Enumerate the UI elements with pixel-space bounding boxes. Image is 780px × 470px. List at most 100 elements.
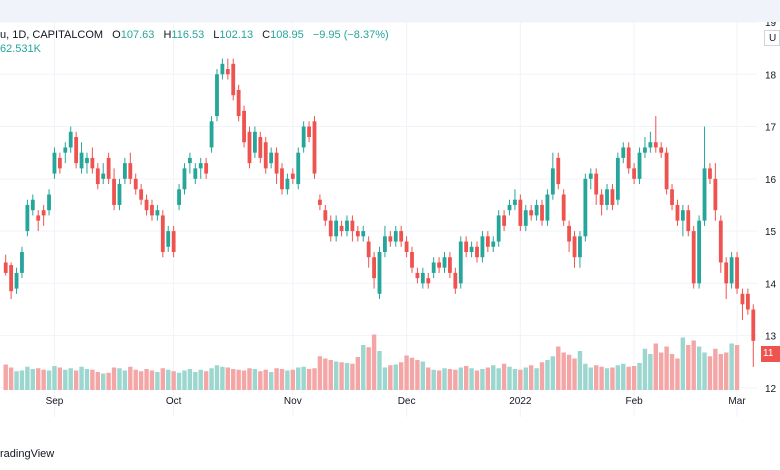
volume-bar: [637, 363, 641, 390]
volume-bar: [372, 335, 376, 391]
candle-body: [491, 242, 495, 247]
candle-body: [600, 195, 604, 205]
price-axis[interactable]: 19 18 17 16 15 14 13 12: [765, 22, 777, 395]
volume-bar: [459, 368, 463, 391]
volume-bar: [20, 371, 24, 391]
candle-body: [518, 200, 522, 226]
volume-bar: [150, 371, 154, 391]
candle-body: [475, 247, 479, 257]
volume-bar: [144, 369, 148, 390]
candle-layer: [4, 59, 755, 367]
volume-bar: [377, 351, 381, 390]
candle-body: [318, 200, 322, 205]
chart-area[interactable]: 19 18 17 16 15 14 13 12 Sep Oct Nov Dec 2022 Feb Mar: [0, 22, 780, 440]
high-value: 116.53: [171, 29, 204, 41]
volume-bar: [529, 365, 533, 390]
price-tick-label: 16: [765, 175, 777, 186]
volume-bar: [236, 370, 240, 390]
volume-bar: [670, 354, 674, 390]
volume-bar: [654, 344, 658, 391]
price-tick-label: 19: [765, 22, 777, 29]
volume-bar: [708, 356, 712, 390]
candle-body: [589, 174, 593, 179]
candle-body: [556, 158, 560, 184]
candle-body: [172, 231, 176, 252]
footer: radingView: [0, 440, 780, 470]
volume-bar: [350, 364, 354, 390]
unit-selector[interactable]: U: [764, 30, 780, 46]
candle-body: [578, 236, 582, 257]
top-strip: [0, 0, 780, 22]
price-tick-label: 18: [765, 70, 777, 81]
candle-body: [329, 221, 333, 237]
volume-bar: [388, 365, 392, 390]
volume-bar: [551, 356, 555, 390]
price-chart[interactable]: 19 18 17 16 15 14 13 12 Sep Oct Nov Dec 2022 Feb Mar: [0, 22, 780, 440]
volume-bar: [264, 370, 268, 390]
candle-body: [659, 147, 663, 152]
price-tick-label: 14: [765, 279, 777, 290]
volume-bar: [231, 369, 235, 390]
time-tick-label: Dec: [398, 396, 416, 407]
candle-body: [692, 231, 696, 283]
candle-body: [540, 205, 544, 221]
volume-bar: [502, 364, 506, 390]
volume-bar: [589, 368, 593, 391]
volume-bar: [117, 368, 121, 390]
candle-body: [361, 231, 365, 236]
candle-body: [573, 236, 577, 257]
candle-body: [448, 257, 452, 273]
candle-body: [183, 168, 187, 189]
candle-body: [123, 163, 127, 179]
volume-bar: [605, 368, 609, 390]
candle-body: [74, 137, 78, 163]
time-axis[interactable]: Sep Oct Nov Dec 2022 Feb Mar: [46, 396, 747, 407]
candle-body: [128, 163, 132, 179]
candle-body: [724, 262, 728, 283]
volume-bar: [469, 368, 473, 390]
symbol-name[interactable]: u, 1D, CAPITALCOM: [0, 29, 103, 41]
volume-bar: [513, 369, 517, 390]
candle-body: [730, 257, 734, 283]
candle-body: [686, 210, 690, 231]
candle-body: [193, 168, 197, 178]
volume-bar: [139, 371, 143, 390]
volume-bar: [58, 368, 62, 391]
candle-body: [453, 273, 457, 289]
candle-body: [524, 210, 528, 226]
volume-bar: [323, 359, 327, 391]
candle-body: [220, 64, 224, 74]
time-tick-label: Feb: [625, 396, 643, 407]
symbol-legend: u, 1D, CAPITALCOM O107.63 H116.53 L102.1…: [0, 28, 389, 43]
time-tick-label: 2022: [509, 396, 532, 407]
volume-bar: [431, 370, 435, 390]
volume-bar: [567, 355, 571, 390]
volume-bar: [496, 368, 500, 390]
volume-bar: [659, 353, 663, 391]
candle-body: [416, 273, 420, 278]
candle-body: [150, 205, 154, 215]
volume-bar: [421, 362, 425, 391]
volume-bar: [339, 362, 343, 390]
brand-label[interactable]: radingView: [0, 448, 54, 460]
volume-bar: [63, 370, 67, 390]
candle-body: [53, 153, 57, 174]
candle-body: [351, 221, 355, 231]
volume-bar: [415, 360, 419, 390]
volume-bar: [540, 362, 544, 390]
volume-bar: [166, 370, 170, 390]
volume-bar: [4, 365, 8, 391]
current-price-tag: 11: [761, 346, 780, 362]
candle-body: [551, 168, 555, 194]
volume-bar: [101, 374, 105, 391]
volume-bar: [572, 359, 576, 391]
low-value: 102.13: [219, 29, 253, 41]
candle-body: [226, 69, 230, 74]
time-tick-label: Nov: [284, 396, 302, 407]
candle-body: [340, 226, 344, 231]
volume-bar: [242, 371, 246, 391]
volume-bar: [301, 367, 305, 390]
volume-bar: [269, 372, 273, 390]
candle-body: [481, 236, 485, 257]
volume-bar: [226, 368, 230, 391]
